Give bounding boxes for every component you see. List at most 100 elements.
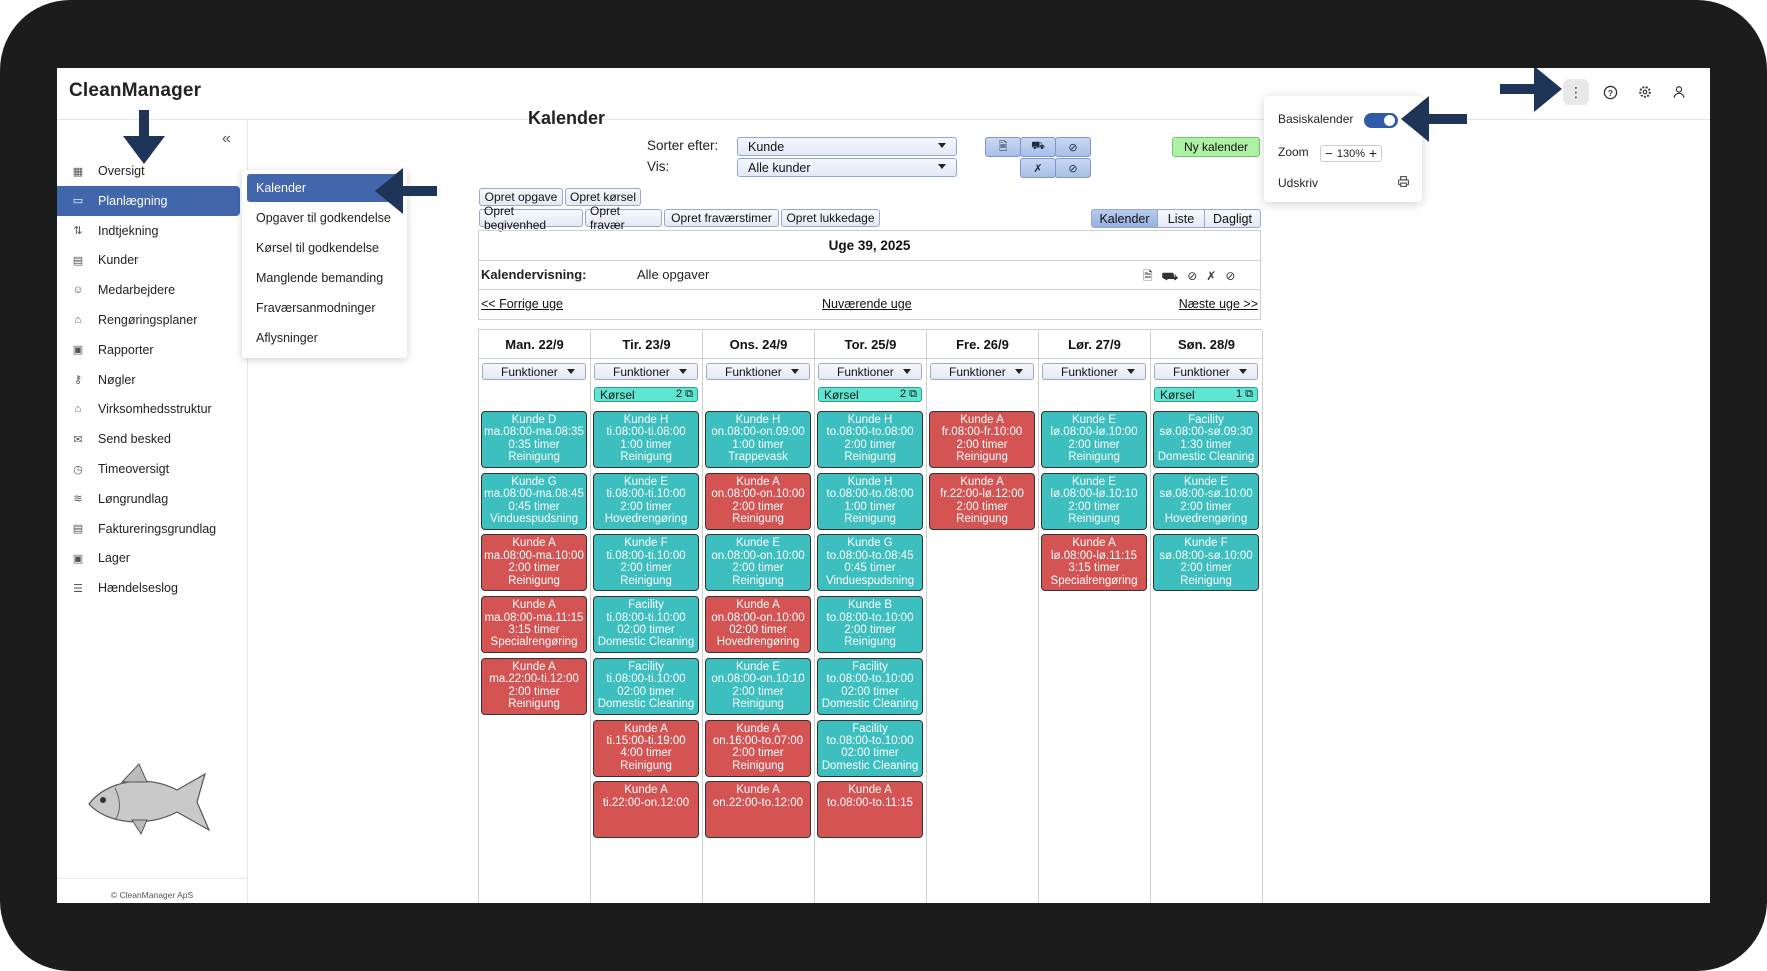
submenu-item[interactable]: Aflysninger <box>256 331 318 345</box>
sidebar-item-lager[interactable]: ▣ Lager <box>57 543 240 573</box>
absence-filter-button[interactable]: ⊘ <box>1055 137 1091 157</box>
sidebar-item-nøgler[interactable]: ⚷ Nøgler <box>57 365 240 395</box>
sidebar-item-timeoversigt[interactable]: ◷ Timeoversigt <box>57 454 240 484</box>
no-staff-filter-button[interactable]: ✗ <box>1020 158 1056 178</box>
submenu-item[interactable]: Kalender <box>247 174 399 202</box>
sidebar-item-rengøringsplaner[interactable]: ⌂ Rengøringsplaner <box>57 305 240 335</box>
driving-badge[interactable]: Kørsel 2 ⧉ <box>594 387 698 402</box>
create-closed-days-button[interactable]: Opret lukkedage <box>781 209 880 227</box>
more-vertical-icon[interactable]: ⋮ <box>1563 79 1589 105</box>
functions-dropdown[interactable]: Funktioner <box>818 363 922 380</box>
create-driving-button[interactable]: Opret kørsel <box>565 188 641 206</box>
calendar-filter-icons[interactable]: 🗎⛟⊘✗⊘ <box>1143 267 1244 288</box>
closed-days-filter-button[interactable]: ⊘ <box>1055 158 1091 178</box>
driving-badge[interactable]: Kørsel 1 ⧉ <box>1154 387 1258 402</box>
no-closed-icon[interactable]: ⊘ <box>1225 269 1245 283</box>
settings-gear-icon[interactable] <box>1632 79 1658 105</box>
current-week-link[interactable]: Nuværende uge <box>822 297 912 311</box>
create-event-button[interactable]: Opret begivenhed <box>479 204 583 232</box>
document-icon[interactable]: 🗎 <box>1143 269 1162 283</box>
submenu-item[interactable]: Fraværsanmodninger <box>256 301 376 315</box>
sidebar-item-indtjekning[interactable]: ⇅ Indtjekning <box>57 216 240 246</box>
no-staff-icon[interactable]: ✗ <box>1206 269 1226 283</box>
help-icon[interactable]: ? <box>1597 79 1623 105</box>
next-week-link[interactable]: Næste uge >> <box>1178 297 1258 311</box>
functions-dropdown[interactable]: Funktioner <box>1042 363 1146 380</box>
previous-week-link[interactable]: << Forrige uge <box>481 297 563 311</box>
functions-dropdown[interactable]: Funktioner <box>594 363 698 380</box>
sidebar-item-løngrundlag[interactable]: ≋ Løngrundlag <box>57 484 240 514</box>
calendar-event[interactable]: Facility to.08:00-to.10:00 02:00 timer Dome… <box>817 657 923 715</box>
calendar-event[interactable]: Facility ti.08:00-ti.10:00 02:00 timer Dome… <box>593 596 699 654</box>
basis-calendar-toggle[interactable] <box>1364 113 1398 128</box>
user-icon[interactable] <box>1666 79 1692 105</box>
calendar-event[interactable]: Facility to.08:00-to.10:00 02:00 timer Dome… <box>817 719 923 777</box>
sidebar-item-send-besked[interactable]: ✉ Send besked <box>57 424 240 454</box>
functions-dropdown[interactable]: Funktioner <box>482 363 586 380</box>
document-filter-button[interactable]: 🗎 <box>985 137 1021 157</box>
calendar-event[interactable]: Facility ti.08:00-ti.10:00 02:00 timer Dome… <box>593 657 699 715</box>
sidebar-item-virksomhedsstruktur[interactable]: ⌂ Virksomhedsstruktur <box>57 394 240 424</box>
driving-badge[interactable]: Kørsel 2 ⧉ <box>818 387 922 402</box>
create-absence-button[interactable]: Opret fravær <box>585 204 662 232</box>
no-absence-icon[interactable]: ⊘ <box>1187 269 1207 283</box>
app-brand[interactable]: CleanManager <box>69 80 202 101</box>
create-absence-hours-button[interactable]: Opret fraværstimer <box>664 209 779 227</box>
view-calendar-tab[interactable]: Kalender <box>1091 209 1158 228</box>
car-icon[interactable]: ⛟ <box>1161 269 1188 283</box>
sidebar-item-medarbejdere[interactable]: ☺ Medarbejdere <box>57 275 240 305</box>
zoom-out-button[interactable]: − <box>1325 146 1333 161</box>
show-select[interactable]: Alle kunder <box>737 158 957 177</box>
sort-select[interactable]: Kunde <box>737 137 957 156</box>
collapse-sidebar-icon[interactable]: « <box>222 130 231 147</box>
printer-icon[interactable] <box>1397 175 1410 191</box>
new-calendar-button[interactable]: Ny kalender <box>1172 137 1260 157</box>
functions-dropdown[interactable]: Funktioner <box>1154 363 1258 380</box>
sidebar-item-hændelseslog[interactable]: ☰ Hændelseslog <box>57 573 240 603</box>
sidebar-item-faktureringsgrundlag[interactable]: ▤ Faktureringsgrundlag <box>57 514 240 544</box>
submenu-item[interactable]: Manglende bemanding <box>256 271 384 285</box>
view-daily-tab[interactable]: Dagligt <box>1204 209 1261 228</box>
functions-dropdown[interactable]: Funktioner <box>930 363 1034 380</box>
view-list-tab[interactable]: Liste <box>1157 209 1205 228</box>
sidebar-item-rapporter[interactable]: ▣ Rapporter <box>57 335 240 365</box>
sidebar-item-kunder[interactable]: ▤ Kunder <box>57 245 240 275</box>
submenu-item[interactable]: Opgaver til godkendelse <box>256 211 391 225</box>
create-task-button[interactable]: Opret opgave <box>479 188 563 206</box>
car-filter-button[interactable]: ⛟ <box>1020 137 1056 157</box>
calendar-event[interactable]: Facility sø.08:00-sø.09:30 1:30 timer Domes… <box>1153 411 1259 468</box>
print-label[interactable]: Udskriv <box>1278 176 1319 190</box>
sidebar-item-oversigt[interactable]: ▦ Oversigt <box>57 156 240 186</box>
sidebar-item-planlægning[interactable]: ▭ Planlægning <box>57 185 240 216</box>
submenu-item[interactable]: Kørsel til godkendelse <box>256 241 379 255</box>
zoom-in-button[interactable]: + <box>1368 145 1377 161</box>
functions-dropdown[interactable]: Funktioner <box>706 363 810 380</box>
